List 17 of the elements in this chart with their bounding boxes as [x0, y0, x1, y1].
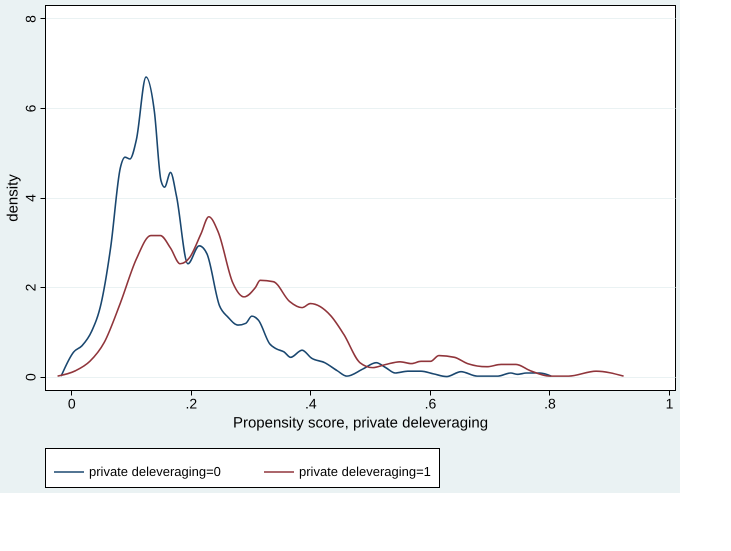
line-series — [60, 76, 552, 378]
x-tick-label: .4 — [305, 396, 317, 412]
y-axis-title: density — [4, 174, 22, 222]
x-tick-label: .2 — [186, 396, 198, 412]
x-tick-label: .8 — [544, 396, 556, 412]
y-tick-label: 8 — [22, 14, 38, 23]
y-tick-label: 2 — [22, 283, 38, 292]
line-series — [56, 216, 624, 377]
x-tick-label: .6 — [424, 396, 436, 412]
legend-label: private deleveraging=0 — [89, 464, 221, 479]
y-tick-label: 0 — [22, 372, 38, 381]
x-axis-title: Propensity score, private deleveraging — [232, 414, 488, 432]
x-tick-label: 1 — [666, 396, 674, 412]
y-tick-label: 6 — [22, 104, 38, 112]
legend-label: private deleveraging=1 — [299, 464, 431, 479]
y-tick-label: 4 — [22, 194, 38, 202]
x-tick-label: 0 — [68, 396, 76, 412]
